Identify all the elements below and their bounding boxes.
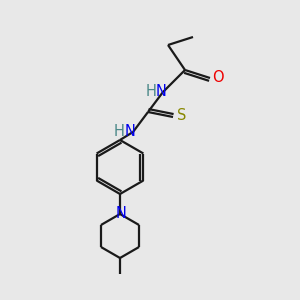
Text: N: N [124,124,135,139]
Text: H: H [114,124,124,139]
Text: N: N [116,206,126,221]
Text: H: H [146,83,156,98]
Text: S: S [177,109,187,124]
Text: N: N [156,83,167,98]
Text: O: O [212,70,224,85]
